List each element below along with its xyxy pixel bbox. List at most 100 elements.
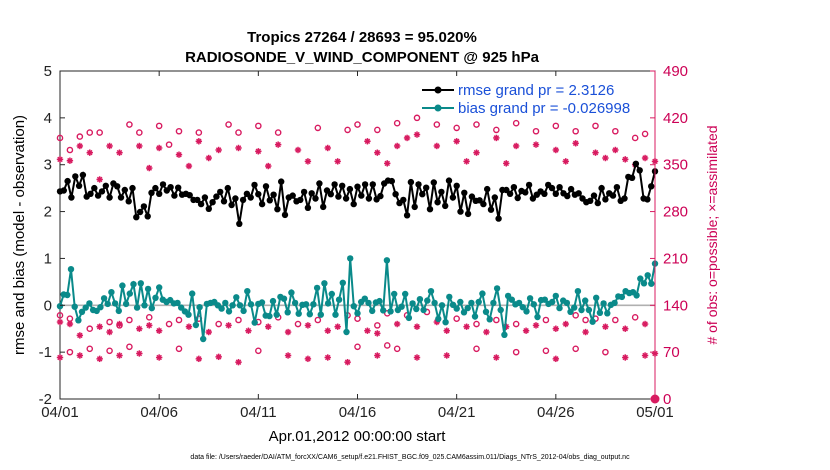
bias-point xyxy=(549,298,556,306)
x-tick-label: 04/06 xyxy=(140,404,178,421)
bias-point xyxy=(306,311,313,318)
bias-point xyxy=(497,306,504,314)
rmse-point xyxy=(239,196,247,204)
rmse-point xyxy=(495,215,502,222)
y-tick-label: 5 xyxy=(44,63,52,80)
rmse-point xyxy=(60,187,67,194)
obs-possible-marker xyxy=(126,121,133,128)
rmse-point xyxy=(506,190,514,197)
obs-assimilated-marker xyxy=(195,138,203,145)
rmse-point xyxy=(442,202,449,210)
bias-point xyxy=(247,301,255,308)
obs-assimilated-marker xyxy=(393,142,401,150)
obs-assimilated-marker xyxy=(66,320,74,328)
obs-assimilated-marker xyxy=(374,330,381,337)
bias-point xyxy=(464,304,471,312)
bias-point xyxy=(460,309,468,316)
bias-point xyxy=(563,299,571,307)
rmse-point xyxy=(278,178,285,185)
bias-point xyxy=(604,310,611,317)
chart-title: Tropics 27264 / 28693 = 95.020% xyxy=(247,29,477,46)
bias-point xyxy=(541,296,548,303)
bias-point xyxy=(416,296,424,303)
rmse-point xyxy=(407,178,415,186)
obs-assimilated-marker xyxy=(453,138,460,145)
y-tick-label: 2 xyxy=(44,204,52,221)
bias-point xyxy=(405,314,413,322)
obs-assimilated-marker xyxy=(384,160,391,167)
rmse-point xyxy=(445,177,453,184)
rmse-point xyxy=(564,192,571,200)
rmse-point xyxy=(133,214,140,221)
rmse-point xyxy=(232,195,239,202)
obs-assimilated-marker xyxy=(622,325,629,332)
rmse-point xyxy=(567,185,575,193)
obs-assimilated-marker xyxy=(56,318,64,326)
obs-assimilated-marker xyxy=(175,151,183,158)
bias-point xyxy=(365,299,372,307)
bias-point xyxy=(578,306,585,314)
x-axis-label: Apr.01,2012 00:00:00 start xyxy=(269,428,447,445)
obs-assimilated-marker xyxy=(304,158,312,165)
obs-possible-marker xyxy=(314,124,322,132)
bias-point xyxy=(97,304,104,311)
obs-possible-marker xyxy=(86,129,94,136)
rmse-point xyxy=(167,184,174,191)
rmse-point xyxy=(377,192,384,200)
obs-assimilated-marker xyxy=(76,332,84,339)
bias-point xyxy=(269,297,277,305)
y-tick-label: 4 xyxy=(44,110,52,127)
rmse-point xyxy=(186,192,193,199)
rmse-point xyxy=(339,182,346,189)
rmse-point xyxy=(148,189,155,196)
obs-assimilated-marker xyxy=(146,322,153,329)
obs-possible-marker xyxy=(592,122,599,130)
rmse-point xyxy=(251,181,258,189)
rmse-point xyxy=(552,190,559,197)
y-right-tick-label: 490 xyxy=(663,63,688,80)
obs-assimilated-marker xyxy=(66,157,74,164)
obs-possible-marker xyxy=(96,129,103,136)
obs-assimilated-marker xyxy=(324,327,331,334)
bias-point xyxy=(383,257,391,264)
bias-point xyxy=(475,298,482,306)
rmse-point xyxy=(255,191,262,198)
bias-point xyxy=(431,299,438,307)
obs-assimilated-marker xyxy=(552,146,560,154)
bias-point xyxy=(490,299,497,307)
obs-assimilated-marker xyxy=(106,142,113,150)
obs-assimilated-marker xyxy=(413,323,421,330)
obs-assimilated-marker xyxy=(56,354,64,361)
y-right-tick-label: 0 xyxy=(663,391,671,408)
bias-point xyxy=(174,299,181,307)
obs-assimilated-marker xyxy=(56,156,64,163)
bias-point xyxy=(523,308,530,315)
bias-point xyxy=(335,296,343,303)
bias-point xyxy=(453,305,460,312)
obs-assimilated-marker xyxy=(195,355,203,363)
obs-possible-marker xyxy=(374,322,381,329)
bias-point xyxy=(438,302,446,309)
bias-point xyxy=(457,298,464,306)
obs-possible-marker xyxy=(532,127,540,135)
rmse-point xyxy=(72,173,79,180)
obs-possible-marker xyxy=(542,347,550,355)
bias-point xyxy=(144,285,152,293)
obs-assimilated-marker xyxy=(235,358,242,366)
obs-assimilated-marker xyxy=(612,146,619,154)
obs-possible-marker xyxy=(56,312,64,319)
obs-possible-marker xyxy=(86,345,94,353)
obs-assimilated-marker xyxy=(245,327,252,334)
rmse-point xyxy=(316,180,323,187)
bias-point xyxy=(100,295,108,302)
obs-possible-marker xyxy=(255,347,262,355)
obs-assimilated-marker xyxy=(443,352,450,359)
obs-possible-marker xyxy=(235,316,242,324)
obs-assimilated-marker xyxy=(403,134,411,142)
obs-possible-marker xyxy=(215,320,222,328)
rmse-point xyxy=(274,206,281,213)
rmse-point xyxy=(266,197,273,204)
series-layer xyxy=(56,160,659,343)
rmse-point xyxy=(201,194,209,201)
y-tick-label: -2 xyxy=(39,391,52,408)
